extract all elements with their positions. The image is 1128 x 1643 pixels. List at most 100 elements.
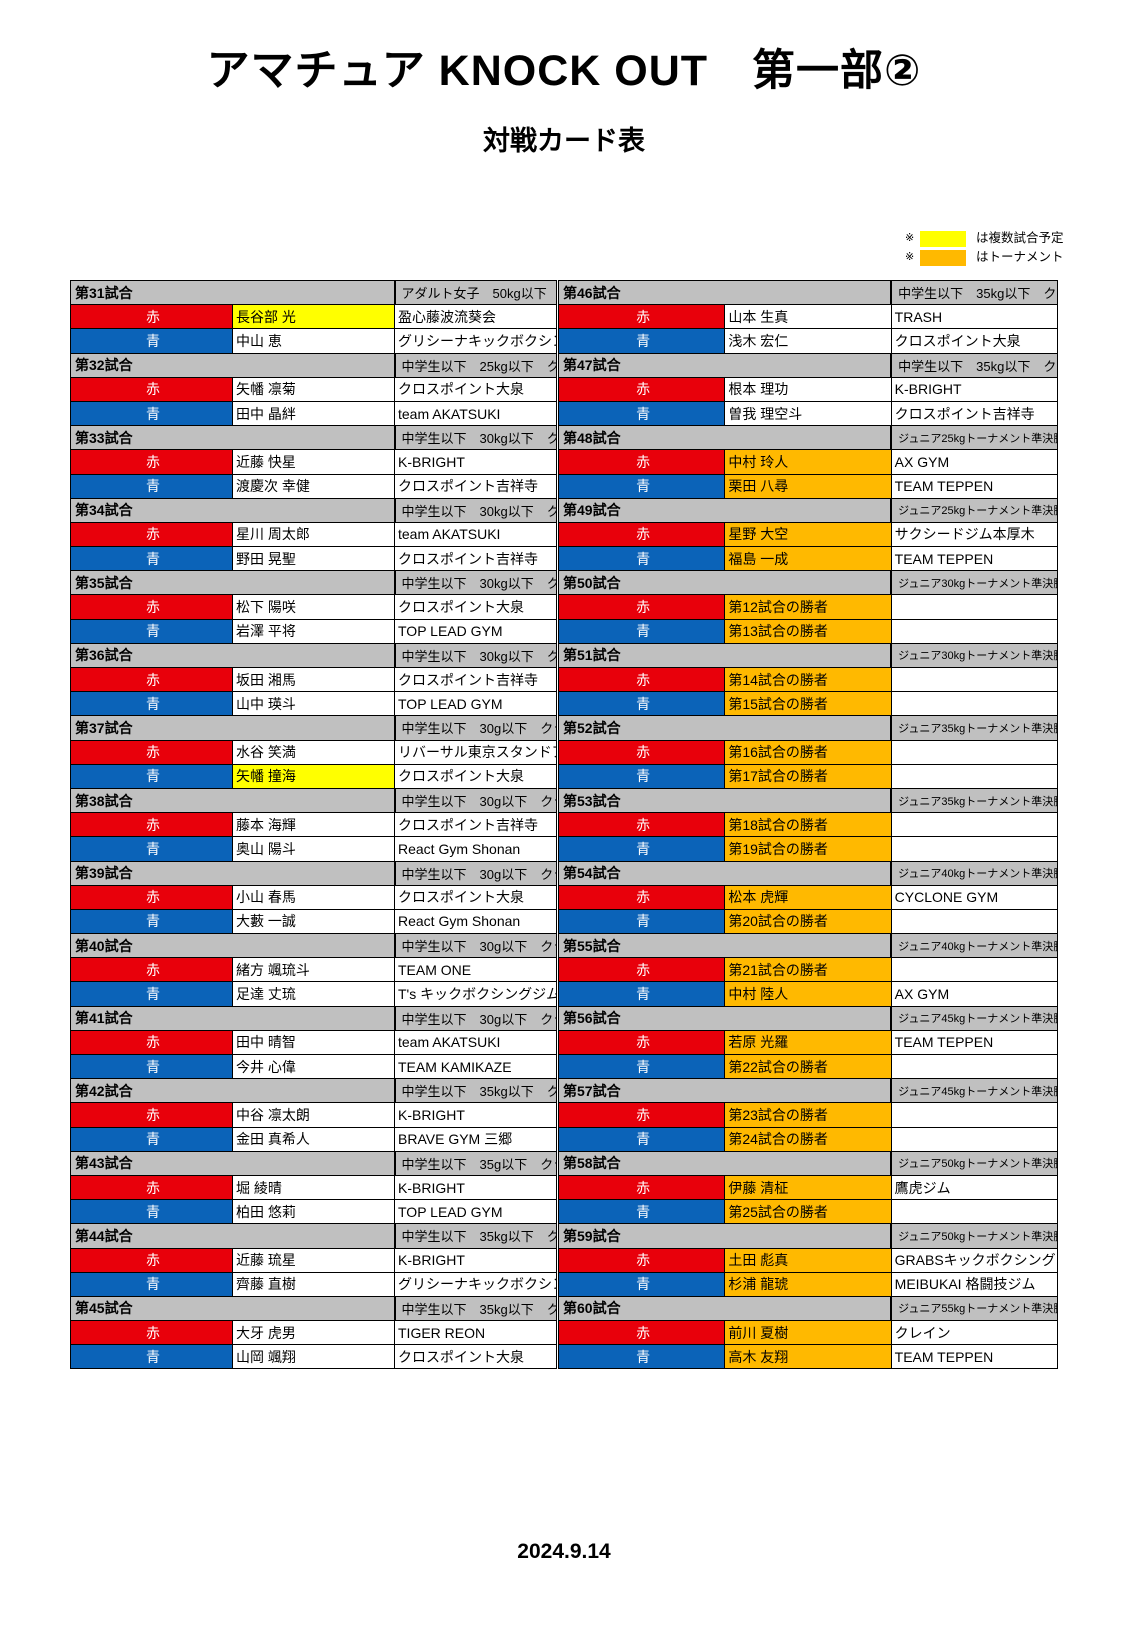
fighter-row-red: 赤土田 彪真GRABSキックボクシングスタジオ xyxy=(557,1247,1059,1273)
corner-badge-blue: 青 xyxy=(70,981,233,1007)
fighter-row-blue: 青第19試合の勝者 xyxy=(557,836,1059,862)
corner-badge-blue: 青 xyxy=(557,473,726,499)
fighter-row-red: 赤小山 春馬 クロスポイント大泉 xyxy=(70,884,557,910)
match-division: ジュニア35kgトーナメント準決勝① ※勝者は決勝進出(第75試合） xyxy=(890,715,1059,741)
corner-badge-blue: 青 xyxy=(557,908,726,935)
corner-badge-blue: 青 xyxy=(557,691,726,717)
fighter-gym-blue: team AKATSUKI xyxy=(394,400,557,427)
match-number: 第52試合 xyxy=(558,715,893,741)
fighter-row-blue: 青曽我 理空斗 クロスポイント吉祥寺 xyxy=(557,400,1059,427)
corner-badge-red: 赤 xyxy=(557,449,726,475)
fighter-name-blue: 中山 恵 xyxy=(232,328,395,354)
match-division: ジュニア40kgトーナメント準決勝① ※勝者は決勝進出(第76試合） xyxy=(890,860,1059,886)
match-number: 第60試合 xyxy=(558,1295,893,1322)
fighter-name-red: 緒方 颯琉斗 xyxy=(232,957,395,983)
corner-badge-blue: 青 xyxy=(70,908,233,935)
corner-badge-blue: 青 xyxy=(557,1053,726,1080)
match-division: アダルト女子 50kg以下 クラスB xyxy=(394,279,557,306)
fighter-gym-red: TIGER REON xyxy=(394,1320,557,1346)
fighter-gym-blue xyxy=(890,618,1059,644)
fighter-row-blue: 青高木 友翔 TEAM TEPPEN xyxy=(557,1344,1059,1370)
fighter-name-red: 前川 夏樹 xyxy=(724,1320,892,1346)
match-division: ジュニア50kgトーナメント準決勝① ※勝者は決勝進出(第78試合） xyxy=(890,1150,1059,1176)
corner-badge-red: 赤 xyxy=(70,957,233,983)
match-division: 中学生以下 30g以下 クラスB xyxy=(394,860,557,886)
corner-badge-blue: 青 xyxy=(70,691,233,717)
corner-badge-blue: 青 xyxy=(70,763,233,789)
match-number: 第53試合 xyxy=(558,787,893,814)
fighter-name-red: 堀 綾晴 xyxy=(232,1174,395,1201)
fighter-gym-red: K-BRIGHT xyxy=(394,1102,557,1128)
fighter-row-red: 赤緒方 颯琉斗 TEAM ONE xyxy=(70,957,557,983)
corner-badge-red: 赤 xyxy=(70,521,233,548)
corner-badge-blue: 青 xyxy=(70,473,233,499)
match-number: 第34試合 xyxy=(70,497,396,523)
fighter-row-blue: 青杉浦 龍琥 MEIBUKAI 格闘技ジム xyxy=(557,1271,1059,1297)
fighter-name-red: 大牙 虎男 xyxy=(232,1320,395,1346)
fighter-row-blue: 青中山 恵グリシーナキックボクシングジム xyxy=(70,328,557,354)
fighter-name-red: 山本 生真 xyxy=(724,304,892,330)
fighter-gym-red: クロスポイント吉祥寺 xyxy=(394,666,557,693)
match-number: 第36試合 xyxy=(70,642,396,669)
fighter-name-red: 水谷 笑満 xyxy=(232,739,395,765)
fighter-name-blue: 山中 瑛斗 xyxy=(232,691,395,717)
match-division: ジュニア50kgトーナメント準決勝② ※勝者は決勝進出(第78試合） xyxy=(890,1223,1059,1249)
corner-badge-red: 赤 xyxy=(70,376,233,402)
match-number: 第58試合 xyxy=(558,1150,893,1176)
fighter-row-blue: 青山中 瑛斗 TOP LEAD GYM xyxy=(70,691,557,717)
match-division: 中学生以下 30g以下 クラスB xyxy=(394,715,557,741)
fighter-gym-blue: AX GYM xyxy=(890,981,1059,1007)
fighter-row-blue: 青第22試合の勝者 xyxy=(557,1053,1059,1080)
fighter-row-blue: 青山岡 颯翔 クロスポイント大泉 xyxy=(70,1344,557,1370)
fighter-row-red: 赤根本 理功 K-BRIGHT xyxy=(557,376,1059,402)
fighter-name-blue: 足達 丈琉 xyxy=(232,981,395,1007)
fighter-row-red: 赤第18試合の勝者 xyxy=(557,812,1059,838)
match-number: 第43試合 xyxy=(70,1150,396,1176)
match-number: 第44試合 xyxy=(70,1223,396,1249)
fighter-row-red: 赤第21試合の勝者 xyxy=(557,957,1059,983)
fighter-gym-red: クロスポイント大泉 xyxy=(394,376,557,402)
fighter-gym-red: クロスポイント大泉 xyxy=(394,884,557,910)
corner-badge-blue: 青 xyxy=(557,763,726,789)
fighter-name-red: 第23試合の勝者 xyxy=(724,1102,892,1128)
match-number: 第59試合 xyxy=(558,1223,893,1249)
fighter-row-blue: 青齊藤 直樹グリシーナキックボクシングジム xyxy=(70,1271,557,1297)
fighter-row-red: 赤中谷 凛太朗 K-BRIGHT xyxy=(70,1102,557,1128)
reference-mark-icon: ※ xyxy=(905,251,915,263)
corner-badge-red: 赤 xyxy=(557,666,726,693)
match-number: 第41試合 xyxy=(70,1005,396,1031)
fighter-gym-red xyxy=(890,1102,1059,1128)
corner-badge-red: 赤 xyxy=(557,957,726,983)
fighter-name-blue: 第22試合の勝者 xyxy=(724,1053,892,1080)
fighter-name-blue: 杉浦 龍琥 xyxy=(724,1271,892,1297)
match-number: 第56試合 xyxy=(558,1005,893,1031)
fighter-row-red: 赤若原 光羅 TEAM TEPPEN xyxy=(557,1029,1059,1056)
fighter-row-red: 赤第16試合の勝者 xyxy=(557,739,1059,765)
fighter-name-blue: 栗田 八尋 xyxy=(724,473,892,499)
fighter-gym-blue: クロスポイント大泉 xyxy=(394,763,557,789)
fighter-gym-red: クロスポイント吉祥寺 xyxy=(394,812,557,838)
fighter-gym-red: 鷹虎ジム xyxy=(890,1174,1059,1201)
fighter-gym-blue: React Gym Shonan xyxy=(394,836,557,862)
fighter-name-red: 第21試合の勝者 xyxy=(724,957,892,983)
match-number: 第35試合 xyxy=(70,570,396,596)
fighter-row-blue: 青第25試合の勝者 xyxy=(557,1199,1059,1225)
fighter-name-blue: 曽我 理空斗 xyxy=(724,400,892,427)
corner-badge-blue: 青 xyxy=(557,546,726,572)
fighter-row-red: 赤近藤 快星 K-BRIGHT xyxy=(70,449,557,475)
match-number: 第31試合 xyxy=(70,279,396,306)
fighter-name-red: 松本 虎輝 xyxy=(724,884,892,910)
